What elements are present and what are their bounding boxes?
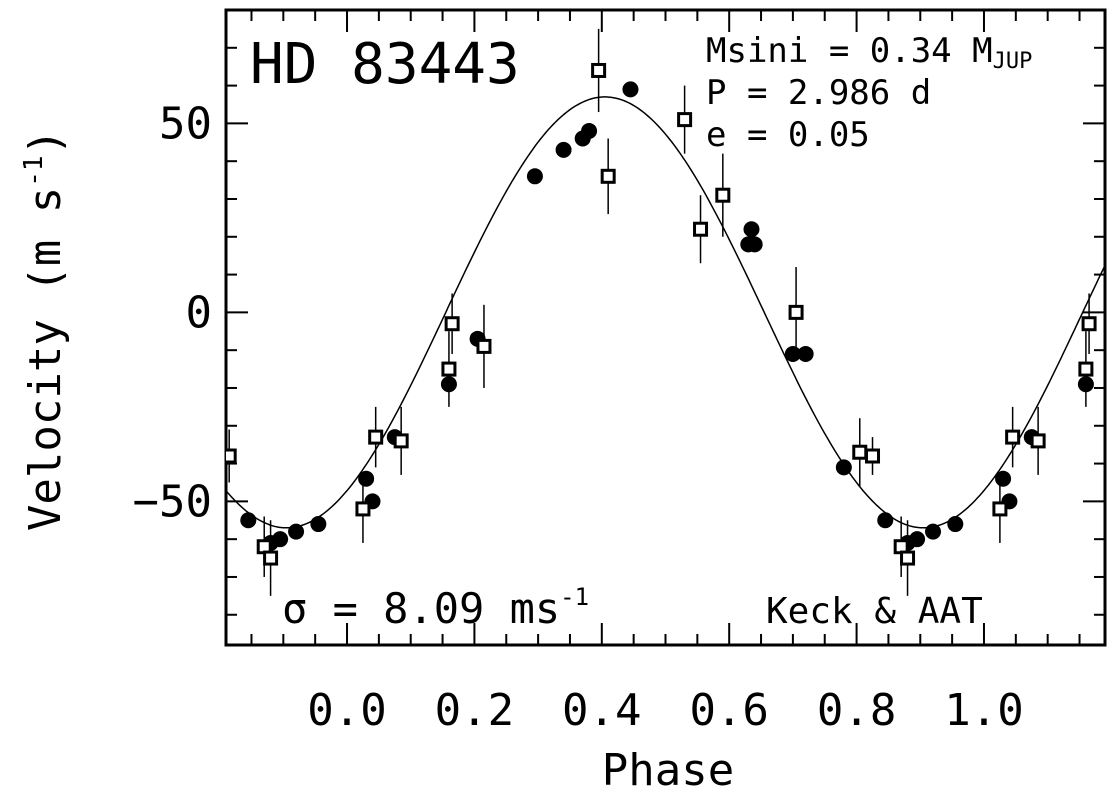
data-point-circle [925,523,942,540]
data-point-circle [743,221,760,238]
data-point-square [600,168,616,184]
data-point-square [476,338,492,354]
y-tick-label: −50 [133,476,212,527]
axes-frame [224,8,1107,647]
data-point-circle [909,531,926,548]
data-point-circle [947,516,964,533]
data-point-square [393,433,409,449]
data-points-layer [226,62,1097,566]
data-point-square [788,304,804,320]
data-point-circle [581,122,598,139]
fit-curve-layer [226,96,1105,529]
data-point-square [591,62,607,78]
data-point-square [693,221,709,237]
data-point-square [900,550,916,566]
data-point-circle [555,141,572,158]
x-axis-label: Phase [602,745,734,792]
data-point-circle [310,516,327,533]
data-point-square [1081,316,1097,332]
data-point-square [1078,361,1094,377]
data-point-square [263,550,279,566]
data-point-circle [877,512,894,529]
source-annotation: Keck & AAT [766,591,983,632]
sigma-label: σ = 8.09 ms [282,584,560,633]
data-point-square [355,501,371,517]
msini-label: Msini = 0.34 M [706,31,993,71]
msini-annotation: Msini = 0.34 MJUP [706,31,1032,74]
data-point-square [1005,429,1021,445]
y-axis-label-sup: -1 [19,155,49,186]
data-point-circle [784,345,801,362]
data-point-square [677,112,693,128]
data-point-circle [1077,376,1094,393]
data-point-circle [622,81,639,98]
data-point-circle [835,459,852,476]
x-tick-label: 0.2 [435,685,514,736]
y-axis-label: Velocity (m s-1) [19,129,71,531]
fit-curve [226,96,1105,529]
data-point-square [1030,433,1046,449]
data-point-circle [995,470,1012,487]
tick-labels-layer: 0.0 0.2 0.4 0.6 0.8 1.0 −50 0 50 [133,98,1024,736]
x-tick-label: 0.0 [307,685,386,736]
data-point-square [715,187,731,203]
data-point-square [226,448,237,464]
data-point-square [444,316,460,332]
data-point-square [441,361,457,377]
x-tick-label: 0.8 [817,685,896,736]
y-tick-label: 0 [186,287,213,338]
data-point-square [992,501,1008,517]
data-point-circle [358,470,375,487]
x-tick-label: 1.0 [944,685,1023,736]
msini-sub: JUP [993,49,1033,74]
x-tick-label: 0.6 [689,685,768,736]
period-annotation: P = 2.986 d [706,73,931,113]
ecc-annotation: e = 0.05 [706,115,870,155]
data-point-circle [272,531,289,548]
data-point-circle [240,512,257,529]
y-axis-label-text: Velocity (m s [20,187,71,531]
y-tick-label: 50 [159,98,212,149]
data-point-circle [440,376,457,393]
data-point-circle [288,523,305,540]
y-axis-label-close: ) [20,129,71,156]
plot-frame [224,8,1107,647]
data-point-square [865,448,881,464]
data-point-circle [797,345,814,362]
data-point-square [852,444,868,460]
y-axis-label-group: Velocity (m s-1) [19,129,71,531]
chart-title: HD 83443 [250,32,520,97]
x-tick-label: 0.4 [562,685,641,736]
sigma-sup: -1 [560,583,589,611]
data-point-circle [526,168,543,185]
sigma-annotation: σ = 8.09 ms-1 [282,583,589,633]
data-point-square [368,429,384,445]
data-point-circle [746,236,763,253]
